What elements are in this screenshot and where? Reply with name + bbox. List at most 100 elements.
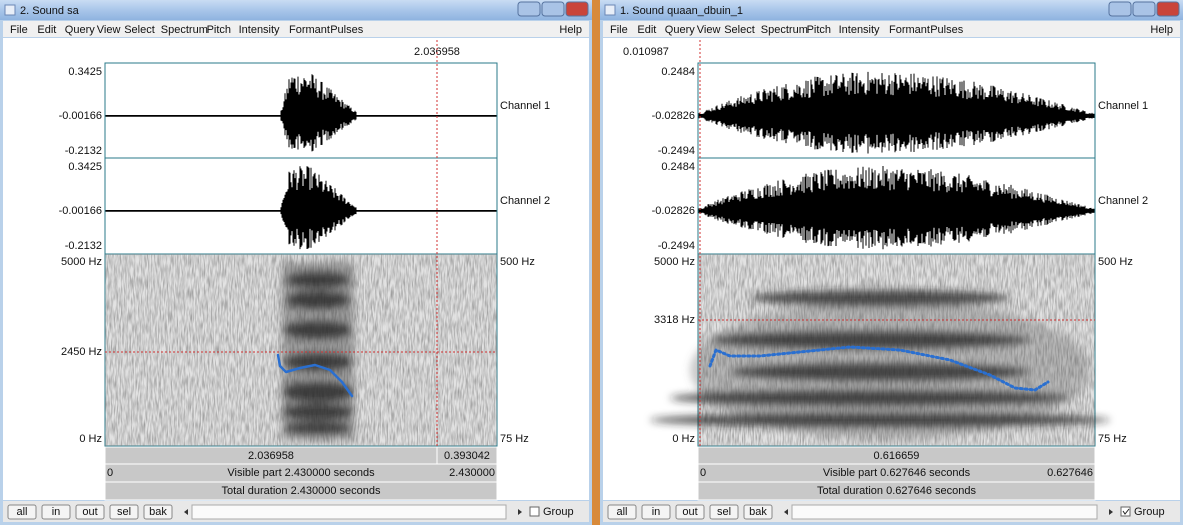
menu-item[interactable]: Pulses: [330, 24, 364, 36]
zoom-button-label[interactable]: sel: [717, 506, 731, 518]
menu-item[interactable]: Intensity: [839, 24, 880, 36]
menu-help[interactable]: Help: [559, 24, 582, 36]
visible-start: 0: [700, 467, 706, 479]
scrollbar[interactable]: [792, 505, 1097, 519]
visible-end: 2.430000: [449, 467, 495, 479]
amp-bottom: -0.2494: [658, 145, 695, 157]
menu-help[interactable]: Help: [1150, 24, 1173, 36]
channel-label: Channel 1: [1098, 100, 1148, 112]
maximize-button[interactable]: [542, 2, 564, 16]
pitch-bottom: 75 Hz: [1098, 433, 1127, 445]
zoom-button-label[interactable]: in: [652, 506, 661, 518]
total-text: Total duration 0.627646 seconds: [817, 485, 977, 497]
formant-band: [286, 272, 350, 288]
menu-item[interactable]: File: [610, 24, 628, 36]
pitch-bottom: 75 Hz: [500, 433, 529, 445]
freq-cursor: 3318 Hz: [654, 314, 695, 326]
menu-item[interactable]: Intensity: [239, 24, 280, 36]
minimize-button[interactable]: [518, 2, 540, 16]
freq-cursor: 2450 Hz: [61, 346, 102, 358]
menu-item[interactable]: File: [10, 24, 28, 36]
visible-end: 0.627646: [1047, 467, 1093, 479]
maximize-button[interactable]: [1133, 2, 1155, 16]
menu-item[interactable]: Edit: [37, 24, 56, 36]
spectrogram-energy: [282, 262, 354, 440]
amp-top: 0.2484: [661, 66, 695, 78]
zoom-button-label[interactable]: out: [682, 506, 697, 518]
freq-bottom: 0 Hz: [672, 433, 695, 445]
title-bar: [0, 0, 592, 20]
total-text: Total duration 2.430000 seconds: [221, 485, 381, 497]
amp-top: 0.3425: [68, 66, 102, 78]
group-label[interactable]: Group: [543, 506, 574, 518]
menu-item[interactable]: Query: [665, 24, 695, 36]
group-checkbox[interactable]: [530, 507, 539, 516]
amp-middle: -0.00166: [59, 205, 102, 217]
amp-middle: -0.02826: [652, 205, 695, 217]
channel-label: Channel 1: [500, 100, 550, 112]
amp-bottom: -0.2494: [658, 240, 695, 252]
amp-middle: -0.02826: [652, 110, 695, 122]
menu-item[interactable]: View: [97, 24, 121, 36]
window-title: 1. Sound quaan_dbuin_1: [620, 5, 743, 17]
menu-item[interactable]: Select: [724, 24, 755, 36]
zoom-button-label[interactable]: bak: [749, 506, 767, 518]
menu-item[interactable]: Spectrum: [161, 24, 208, 36]
pitch-top: 500 Hz: [500, 256, 535, 268]
group-label[interactable]: Group: [1134, 506, 1165, 518]
zoom-button-label[interactable]: all: [616, 506, 627, 518]
menu-item[interactable]: Formant: [289, 24, 330, 36]
freq-top: 5000 Hz: [654, 256, 695, 268]
menu-item[interactable]: Pulses: [930, 24, 964, 36]
formant-band: [284, 353, 352, 371]
menu-item[interactable]: Formant: [889, 24, 930, 36]
menu-item[interactable]: Pitch: [807, 24, 831, 36]
menu-item[interactable]: Query: [65, 24, 95, 36]
group-checkbox[interactable]: [1121, 507, 1130, 516]
formant-band: [286, 291, 350, 309]
selection-duration: 2.036958: [248, 450, 294, 462]
close-button[interactable]: [1157, 2, 1179, 16]
amp-top: 0.3425: [68, 161, 102, 173]
visible-text: Visible part 2.430000 seconds: [227, 467, 375, 479]
menu-item[interactable]: Pitch: [207, 24, 231, 36]
visible-text: Visible part 0.627646 seconds: [823, 467, 971, 479]
selection-duration: 0.616659: [874, 450, 920, 462]
desktop-gap: [592, 0, 600, 525]
menu-item[interactable]: Spectrum: [761, 24, 808, 36]
screen: 2. Sound saFileEditQueryViewSelectSpectr…: [0, 0, 1183, 525]
cursor-time: 0.010987: [623, 46, 669, 58]
window-title: 2. Sound sa: [20, 5, 80, 17]
amp-bottom: -0.2132: [65, 240, 102, 252]
praat-window: 2. Sound sa File Edit QueryViewSelect Spectr…: [0, 0, 592, 525]
channel-label: Channel 2: [500, 195, 550, 207]
amp-middle: -0.00166: [59, 110, 102, 122]
amp-top: 0.2484: [661, 161, 695, 173]
page: 2. Sound saFileEditQueryViewSelectSpectr…: [0, 0, 1183, 525]
window-icon: [605, 5, 615, 15]
formant-band: [284, 422, 352, 434]
zoom-button-label[interactable]: out: [82, 506, 97, 518]
minimize-button[interactable]: [1109, 2, 1131, 16]
channel-label: Channel 2: [1098, 195, 1148, 207]
zoom-button-label[interactable]: sel: [117, 506, 131, 518]
menu-item[interactable]: Edit: [637, 24, 656, 36]
formant-band: [284, 321, 352, 339]
amp-bottom: -0.2132: [65, 145, 102, 157]
freq-bottom: 0 Hz: [79, 433, 102, 445]
selection-duration: 0.393042: [444, 450, 490, 462]
menu-item[interactable]: View: [697, 24, 721, 36]
freq-top: 5000 Hz: [61, 256, 102, 268]
zoom-button-label[interactable]: in: [52, 506, 61, 518]
formant-band: [650, 413, 1110, 427]
scrollbar[interactable]: [192, 505, 506, 519]
pitch-top: 500 Hz: [1098, 256, 1133, 268]
menu-item[interactable]: Select: [124, 24, 155, 36]
formant-band: [710, 331, 1030, 349]
visible-start: 0: [107, 467, 113, 479]
close-button[interactable]: [566, 2, 588, 16]
window-icon: [5, 5, 15, 15]
zoom-button-label[interactable]: all: [16, 506, 27, 518]
zoom-button-label[interactable]: bak: [149, 506, 167, 518]
